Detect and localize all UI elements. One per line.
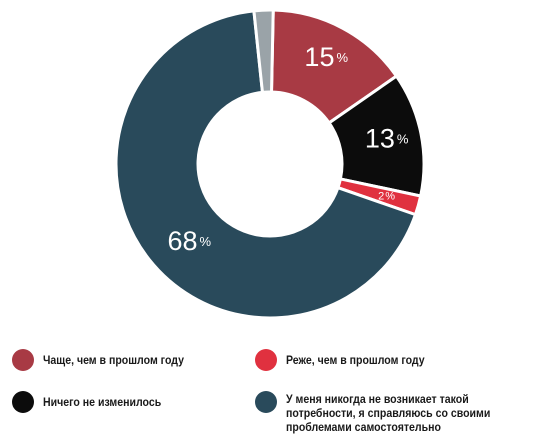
legend-label-less-often: Реже, чем в прошлом году xyxy=(286,353,425,367)
label-more-often: 15% xyxy=(304,42,348,72)
legend-label-nothing-changed: Ничего не изменилось xyxy=(43,395,161,409)
legend-item-never-need: У меня никогда не возникает такой потреб… xyxy=(255,391,518,434)
legend-swatch-more-often xyxy=(12,349,34,371)
legend-label-line: проблемами самостоятельно xyxy=(286,420,441,434)
legend-label-line: Реже, чем в прошлом году xyxy=(286,353,425,367)
legend-label-line: У меня никогда не возникает такой xyxy=(286,392,469,406)
legend-label-line: потребности, я справляюсь со своими xyxy=(286,406,491,420)
legend-item-nothing-changed: Ничего не изменилось xyxy=(12,391,177,413)
donut-slices xyxy=(114,8,426,320)
slice-other xyxy=(252,8,275,95)
legend-label-line: Ничего не изменилось xyxy=(43,395,162,409)
legend-swatch-never-need xyxy=(255,391,277,413)
label-nothing-changed: 13% xyxy=(365,124,409,154)
legend-label-never-need: У меня никогда не возникает такой потреб… xyxy=(286,392,490,434)
slice-never-need xyxy=(114,9,418,320)
slice-labels: 15 % 13 % 2% 68% xyxy=(167,42,408,256)
legend-item-less-often: Реже, чем в прошлом году xyxy=(255,349,444,371)
label-never-need: 68% xyxy=(167,226,211,256)
slice-more-often xyxy=(269,8,399,125)
label-less-often: 2% xyxy=(378,190,395,202)
legend-swatch-less-often xyxy=(255,349,277,371)
legend-label-more-often: Чаще, чем в прошлом году xyxy=(43,353,184,367)
legend-swatch-nothing-changed xyxy=(12,391,34,413)
legend-label-line: Чаще, чем в прошлом году xyxy=(43,353,184,367)
legend-item-more-often: Чаще, чем в прошлом году xyxy=(12,349,203,371)
